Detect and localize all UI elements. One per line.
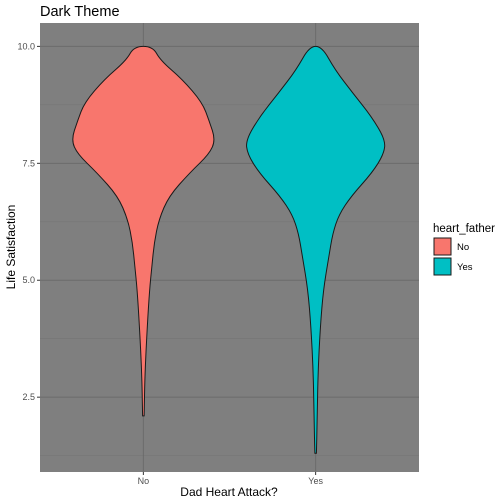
x-axis-title: Dad Heart Attack? [180, 485, 278, 499]
y-tick-label: 2.5 [22, 392, 35, 402]
legend-label-no: No [457, 242, 469, 253]
legend: heart_father No Yes [433, 223, 495, 276]
axes: 2.5 5.0 7.5 10.0 No Yes [17, 41, 323, 486]
legend-title: heart_father [433, 223, 495, 235]
legend-label-yes: Yes [457, 262, 473, 273]
y-tick-label: 7.5 [22, 158, 35, 168]
legend-key-no [433, 237, 452, 256]
chart-title: Dark Theme [40, 4, 120, 20]
x-tick-label: Yes [308, 476, 323, 486]
x-tick-label: No [138, 476, 150, 486]
violin-yes [246, 45, 386, 454]
violin-no [72, 45, 215, 417]
violins [72, 45, 386, 454]
y-axis-title: Life Satisfaction [4, 205, 18, 290]
y-tick-label: 5.0 [22, 275, 35, 285]
legend-items: No Yes [433, 237, 473, 276]
legend-key-yes [433, 257, 452, 276]
y-tick-label: 10.0 [17, 41, 35, 51]
